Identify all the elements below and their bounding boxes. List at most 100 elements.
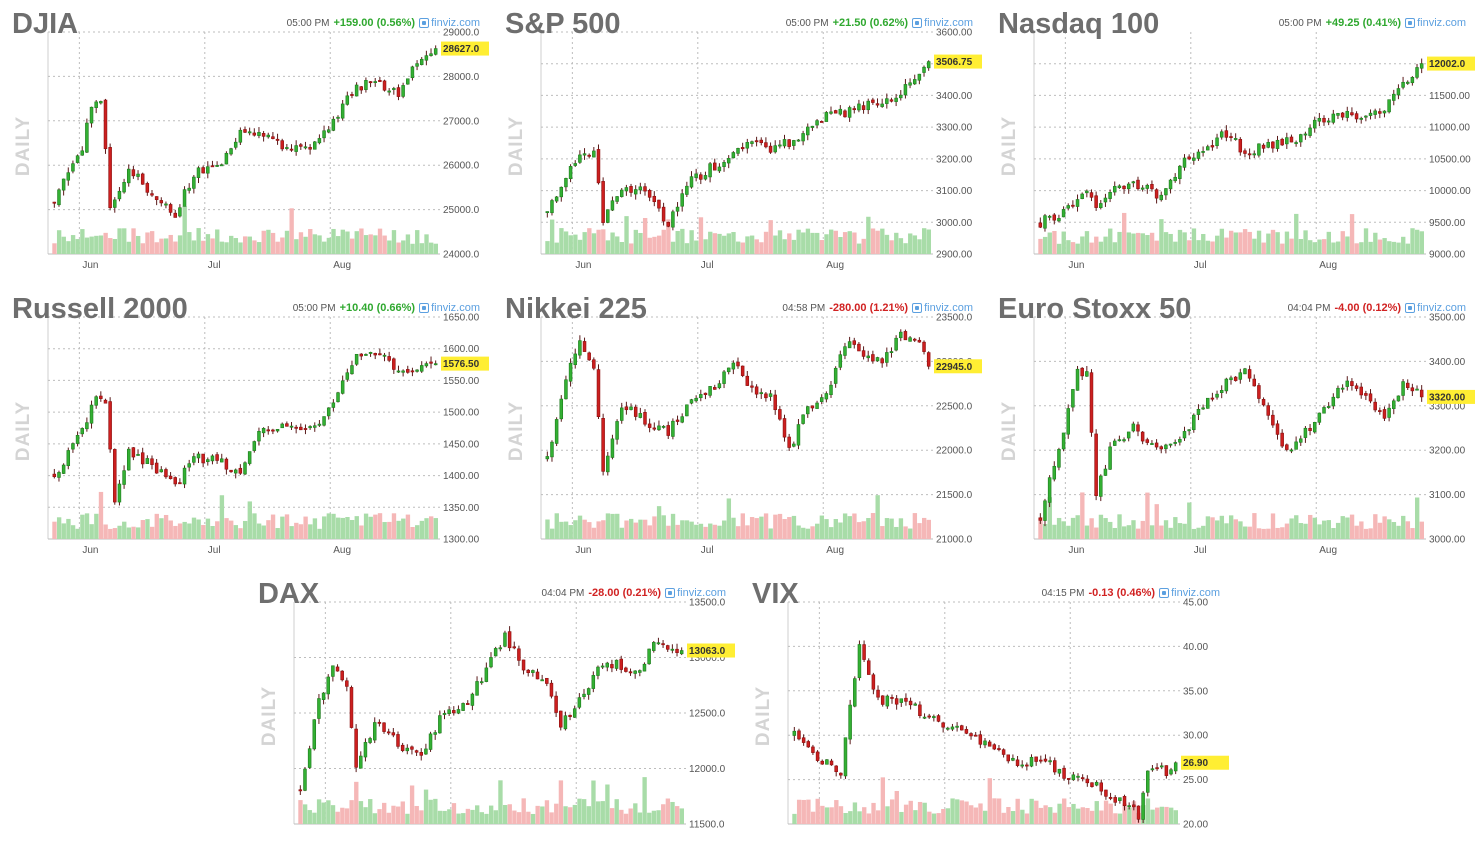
volume-bar (433, 518, 438, 539)
volume-bar (405, 514, 411, 539)
volume-bar (326, 237, 332, 254)
month-label: Jul (208, 545, 221, 556)
chart-panel-7: 20.00 25.00 30.00 35.00 40.00 45.00 26.90 VIX DA… (752, 576, 1238, 848)
volume-bar (410, 243, 415, 254)
candle-body (1405, 382, 1410, 388)
volume-bar (647, 525, 652, 539)
volume-bar (437, 810, 443, 824)
source-link[interactable]: finviz.com (419, 302, 480, 314)
candle-body (1312, 421, 1317, 433)
source-link[interactable]: finviz.com (1405, 17, 1466, 29)
candle-body (713, 162, 717, 171)
candle-body (85, 422, 89, 430)
candle-body (1219, 131, 1224, 138)
volume-bar (1396, 525, 1401, 539)
volume-bar (56, 517, 62, 539)
candle-body (475, 681, 479, 696)
candle-body (378, 80, 382, 82)
volume-bar (922, 802, 927, 824)
candle-body (1118, 797, 1122, 801)
volume-bar (1108, 803, 1113, 824)
source-link[interactable]: finviz.com (419, 17, 480, 29)
candle-body (1210, 397, 1215, 400)
volume-bar (340, 807, 345, 824)
candle-body (1336, 113, 1340, 116)
volume-bar (926, 519, 931, 539)
volume-bar (159, 518, 164, 539)
candle-body (815, 402, 819, 409)
candle-body (643, 412, 647, 425)
candle-body (1150, 768, 1155, 771)
volume-bar (368, 234, 373, 254)
candle-body (1247, 153, 1252, 156)
candle-body (345, 372, 350, 380)
volume-bar (848, 811, 853, 824)
month-label: Jun (82, 545, 98, 556)
candle-body (782, 139, 787, 147)
candle-body (108, 147, 112, 209)
candle-body (596, 149, 601, 184)
volume-bar (1070, 242, 1076, 254)
candle-body (215, 454, 219, 461)
candle-body (1141, 792, 1145, 820)
volume-bar (679, 808, 684, 824)
volume-bar (298, 524, 304, 539)
volume-bar (661, 515, 666, 539)
candle-body (168, 204, 173, 213)
volume-bar (242, 520, 248, 539)
source-link[interactable]: finviz.com (1159, 587, 1220, 599)
volume-bar (266, 229, 271, 254)
volume-bar (810, 232, 815, 254)
candle-body (652, 642, 656, 651)
candle-body (368, 352, 373, 354)
volume-bar (633, 229, 639, 254)
chart-canvas: 11500.012000.012500.013000.013500.013063… (293, 598, 735, 831)
volume-bar (1112, 527, 1118, 539)
volume-bar (1419, 521, 1424, 539)
source-link[interactable]: finviz.com (665, 587, 726, 599)
candle-body (261, 133, 266, 137)
volume-bar (201, 525, 206, 539)
finviz-logo-icon (1405, 18, 1416, 28)
last-price-label: 3506.75 (936, 57, 973, 68)
candle-body (950, 726, 955, 730)
volume-bar (624, 216, 629, 254)
volume-bar (806, 799, 811, 824)
candle-body (1173, 442, 1177, 444)
candle-body (1378, 410, 1382, 412)
volume-bar (921, 228, 927, 254)
finviz-logo-icon (1405, 303, 1416, 313)
candle-body (1038, 517, 1043, 521)
source-link[interactable]: finviz.com (1405, 302, 1466, 314)
volume-bar (661, 804, 666, 824)
candle-body (615, 421, 619, 440)
volume-bar (777, 513, 783, 539)
last-price-marker (441, 356, 489, 371)
candle-body (1080, 367, 1084, 377)
candle-body (1001, 749, 1006, 755)
volume-bar (1331, 528, 1336, 539)
volume-bar (596, 229, 601, 254)
volume-bar (969, 805, 974, 824)
candle-body (372, 722, 377, 741)
volume-bar (805, 228, 811, 254)
y-tick-label: 3100.00 (936, 186, 973, 197)
volume-bar (400, 801, 405, 824)
candle-body (1052, 465, 1057, 480)
candle-body (1271, 414, 1275, 426)
volume-bar (703, 239, 708, 254)
month-label: Jul (208, 260, 221, 271)
volume-bar (80, 229, 85, 254)
volume-bar (1085, 808, 1090, 824)
volume-bar (1168, 807, 1174, 824)
source-link[interactable]: finviz.com (912, 302, 973, 314)
candle-body (113, 199, 117, 208)
volume-bar (828, 229, 834, 254)
candle-body (131, 169, 136, 177)
source-link[interactable]: finviz.com (912, 17, 973, 29)
candle-body (461, 703, 465, 711)
volume-bar (94, 513, 99, 539)
candle-body (57, 189, 61, 206)
volume-bar (847, 231, 852, 254)
y-tick-label: 1650.00 (443, 313, 480, 324)
